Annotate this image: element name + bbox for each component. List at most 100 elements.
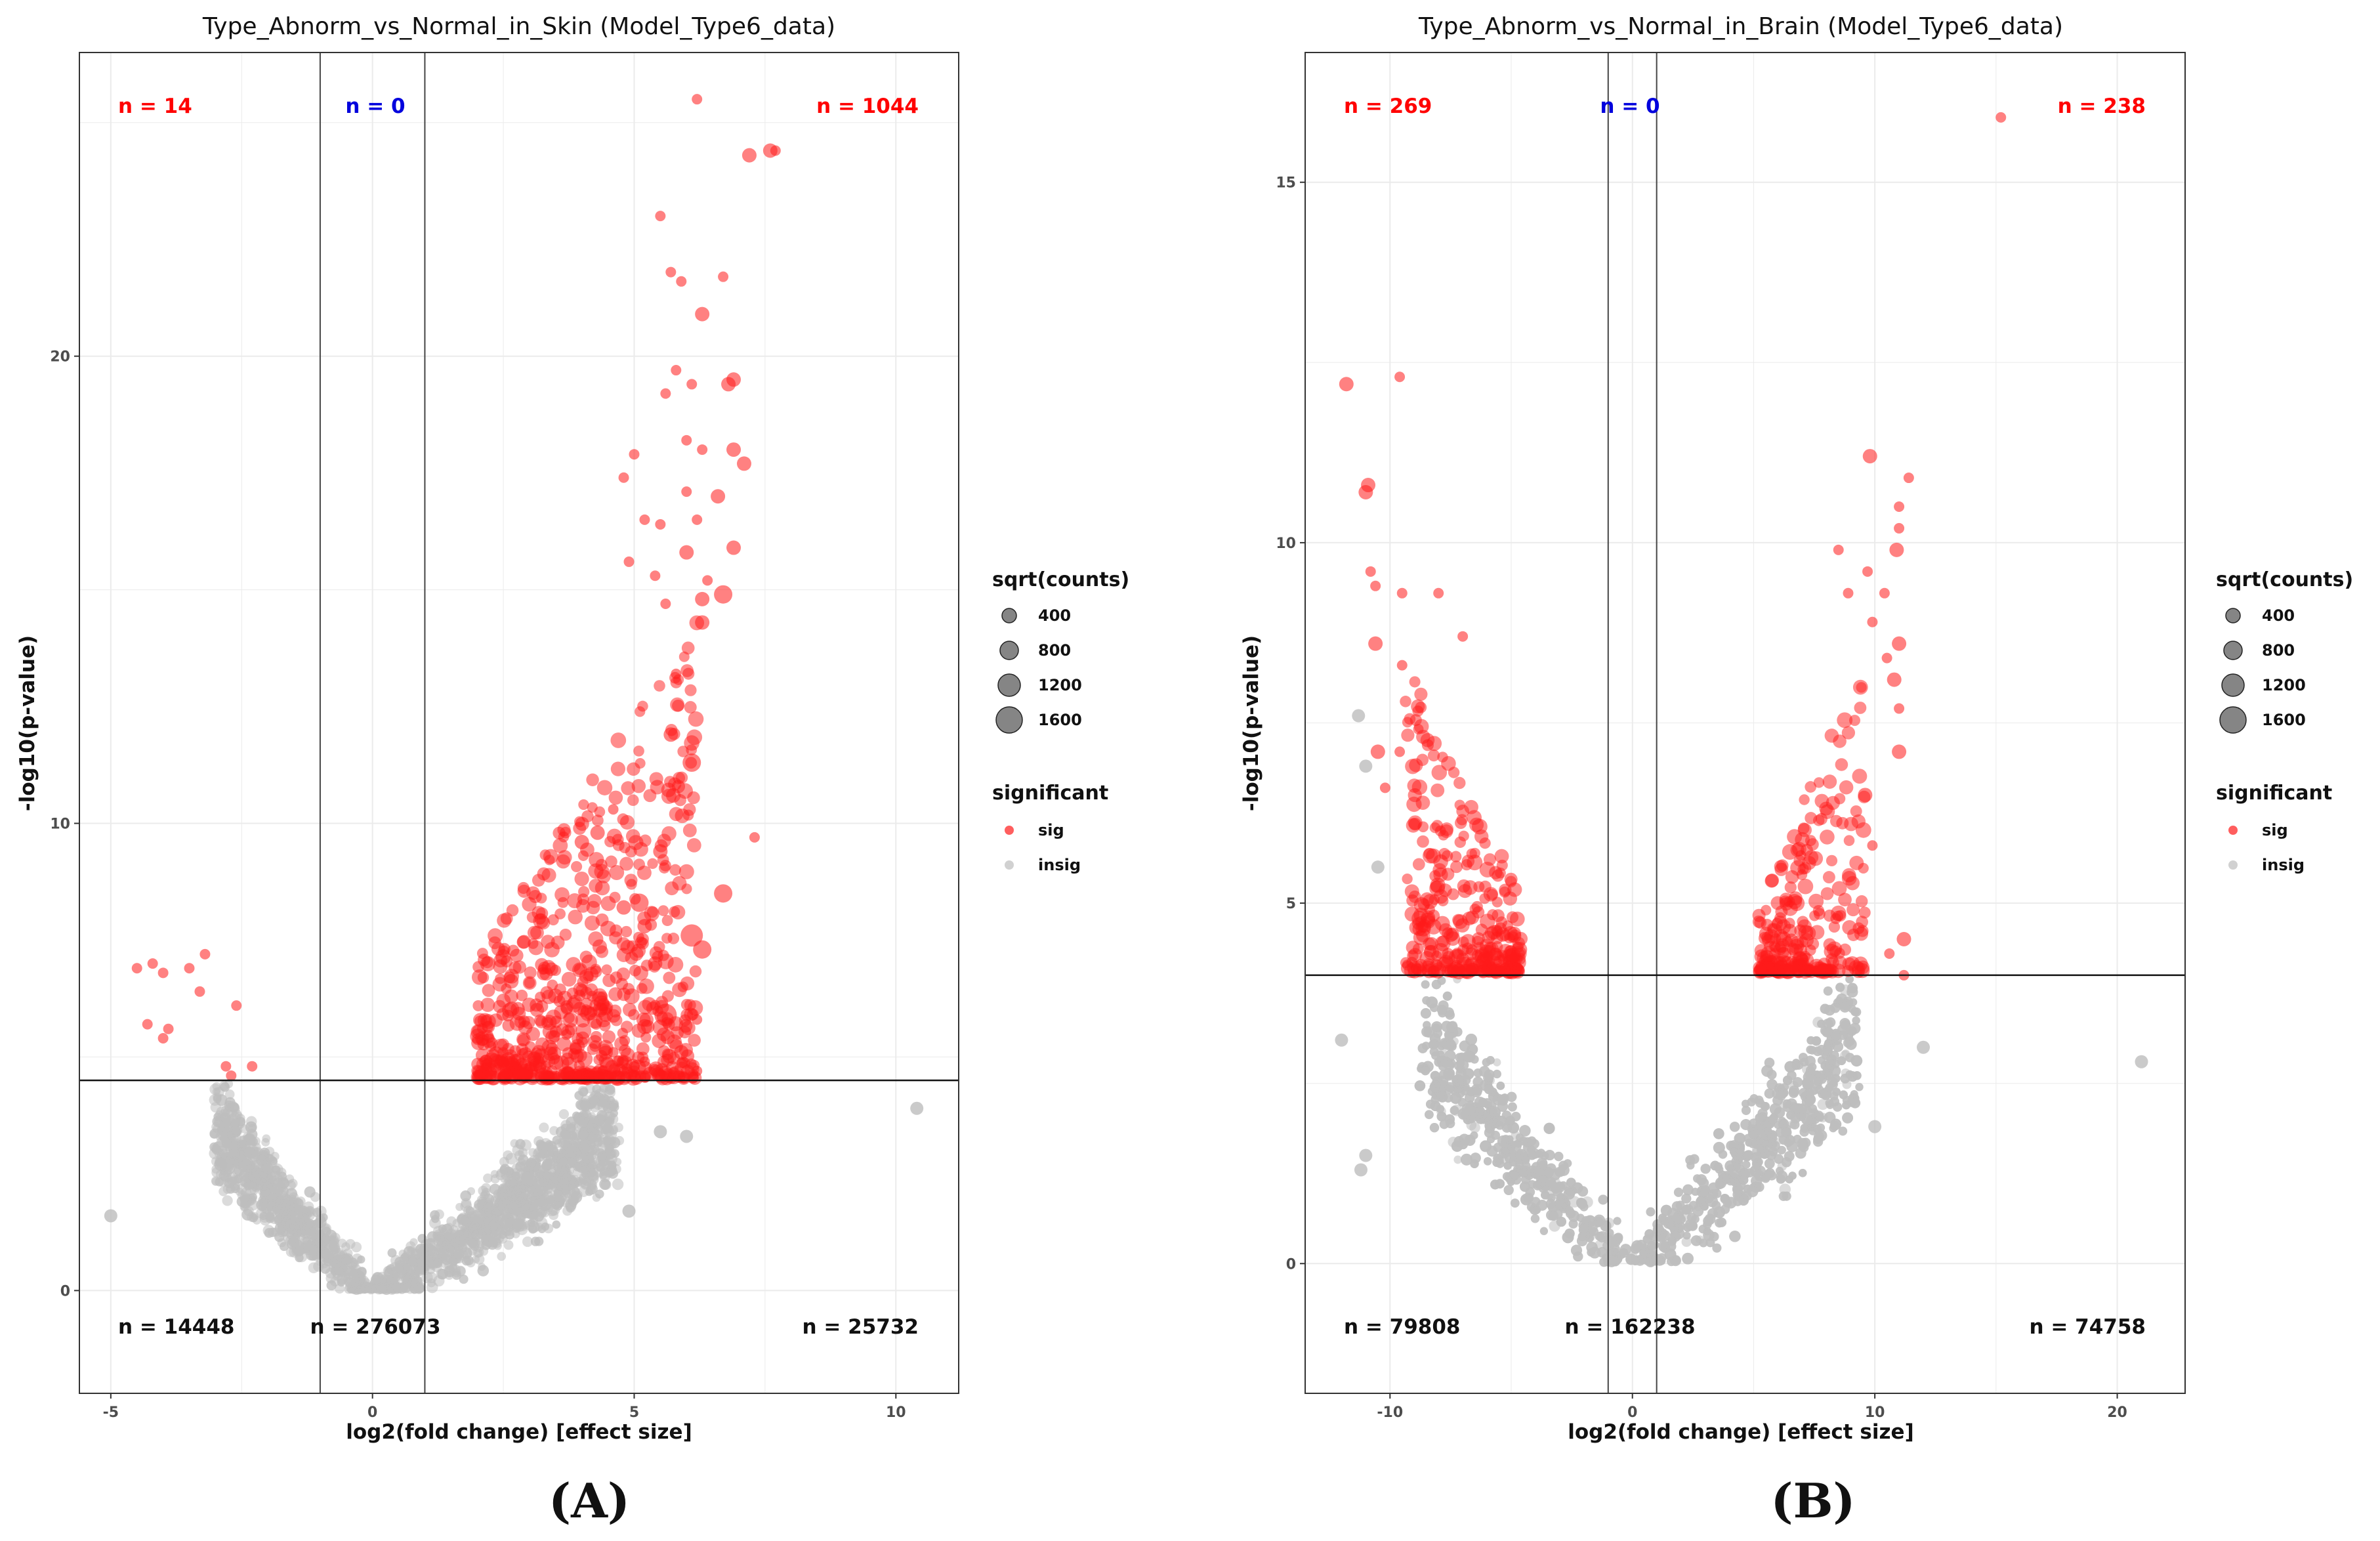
insig-point — [213, 1094, 222, 1103]
sig-point — [516, 989, 528, 1002]
sig-point — [620, 925, 633, 938]
insig-point — [375, 1283, 386, 1294]
legend-size-label: 1600 — [1038, 711, 1082, 729]
insig-point — [511, 1200, 523, 1212]
sig-point — [629, 964, 641, 977]
sig-point — [680, 924, 703, 947]
sig-point — [490, 1055, 505, 1068]
insig-point — [581, 1169, 590, 1178]
insig-point — [453, 1248, 465, 1259]
sig-point — [142, 1019, 153, 1030]
insig-point — [243, 1133, 255, 1146]
insig-point — [434, 1243, 443, 1253]
sig-point — [511, 1002, 525, 1017]
insig-point — [314, 1238, 323, 1248]
sig-point — [643, 789, 657, 803]
sig-point — [623, 556, 635, 567]
legend-size-swatch — [997, 673, 1021, 697]
insig-point — [579, 1142, 590, 1154]
insig-point — [289, 1220, 300, 1231]
insig-point — [236, 1116, 246, 1127]
plot-border — [79, 52, 959, 1394]
insig-point — [426, 1281, 438, 1294]
insig-point — [680, 1129, 694, 1143]
sig-point — [550, 1070, 561, 1082]
sig-point — [650, 570, 661, 581]
sig-point — [680, 976, 695, 991]
y-tick-label: 10 — [50, 816, 70, 833]
insig-point — [498, 1231, 507, 1239]
sig-point — [580, 1005, 596, 1021]
sig-point — [682, 753, 701, 772]
sig-point — [517, 881, 530, 895]
insig-point — [104, 1209, 117, 1223]
chart-title: Type_Abnorm_vs_Normal_in_Brain (Model_Ty… — [1418, 13, 2063, 40]
sig-point — [574, 871, 589, 887]
insig-point — [521, 1172, 533, 1184]
sig-point — [502, 1019, 515, 1032]
insig-point — [209, 1128, 220, 1139]
sig-point — [599, 1020, 611, 1032]
insig-point — [417, 1234, 427, 1244]
sig-point — [654, 680, 665, 692]
insig-point — [331, 1244, 341, 1254]
sig-point — [718, 271, 729, 282]
sig-point — [574, 1049, 587, 1063]
sig-point — [610, 732, 627, 748]
insig-point — [353, 1275, 365, 1286]
insig-point — [237, 1139, 245, 1148]
sig-point — [684, 999, 696, 1011]
sig-point — [629, 449, 640, 460]
sig-point — [688, 1034, 701, 1047]
sig-point — [532, 874, 545, 887]
sig-point — [633, 858, 645, 870]
insig-point — [460, 1215, 471, 1227]
y-tick-label: 0 — [60, 1283, 70, 1299]
sig-point — [661, 915, 673, 927]
insig-point — [214, 1158, 228, 1172]
gridlines — [79, 53, 959, 1393]
insig-point — [530, 1236, 541, 1246]
sig-point — [556, 854, 571, 869]
sig-point — [687, 791, 700, 805]
sig-point — [661, 933, 673, 944]
insig-point — [602, 1135, 612, 1145]
sig-point — [663, 971, 676, 984]
legend-size-swatch — [999, 641, 1019, 660]
sig-point — [612, 834, 624, 846]
sig-point — [475, 1066, 487, 1078]
sig-point — [524, 966, 537, 979]
insig-point — [1681, 1236, 1692, 1247]
insig-point — [413, 1265, 425, 1277]
insig-point — [511, 1223, 521, 1233]
legend-size-label: 400 — [1038, 606, 1071, 625]
insig-point — [566, 1124, 576, 1133]
insig-point — [467, 1238, 476, 1248]
sig-point — [686, 838, 701, 853]
sig-point — [544, 855, 555, 866]
sig-point — [649, 772, 663, 786]
sig-point — [602, 1030, 616, 1044]
insig-point — [261, 1138, 270, 1147]
sig-point — [658, 905, 669, 916]
insig-point — [491, 1214, 500, 1223]
sig-point — [509, 1045, 522, 1057]
sig-point — [680, 1008, 694, 1022]
insig-point — [219, 1112, 231, 1124]
legend-color-swatch — [1005, 826, 1014, 835]
insig-point — [337, 1238, 347, 1248]
sig-point — [486, 1070, 501, 1086]
insig-point — [604, 1084, 616, 1095]
sig-point — [665, 266, 677, 278]
insig-point — [537, 1225, 547, 1234]
insig-point — [604, 1116, 615, 1126]
sig-point — [695, 591, 710, 606]
insig-point — [602, 1123, 612, 1133]
sig-point — [655, 211, 666, 222]
insig-point — [357, 1267, 367, 1277]
sig-point — [630, 893, 649, 912]
sig-point — [695, 615, 710, 630]
sig-point — [675, 808, 690, 824]
insig-point — [306, 1227, 318, 1240]
insig-point — [490, 1170, 499, 1178]
